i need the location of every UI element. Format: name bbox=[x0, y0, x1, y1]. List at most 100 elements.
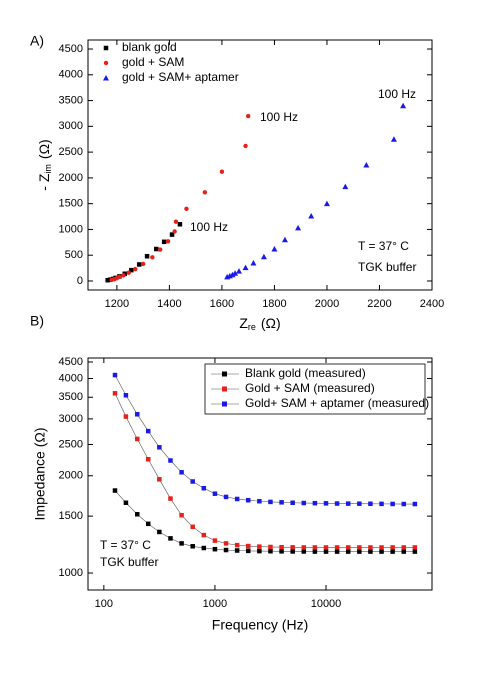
annotation: TGK buffer bbox=[100, 555, 158, 569]
marker bbox=[190, 479, 195, 484]
marker bbox=[357, 501, 362, 506]
y-axis-label: - Zim (Ω) bbox=[36, 139, 54, 190]
marker bbox=[232, 270, 239, 276]
y-tick-label: 2000 bbox=[59, 470, 83, 482]
y-tick-label: 1500 bbox=[59, 510, 83, 522]
marker bbox=[202, 190, 208, 195]
marker bbox=[201, 485, 207, 491]
x-tick-label: 2200 bbox=[367, 298, 391, 310]
marker bbox=[157, 529, 162, 535]
marker bbox=[301, 500, 307, 506]
marker bbox=[271, 246, 278, 252]
marker bbox=[379, 545, 384, 550]
y-tick-label: 4000 bbox=[59, 372, 83, 384]
legend-marker bbox=[222, 371, 227, 377]
marker bbox=[223, 494, 229, 500]
x-axis-label: Zre (Ω) bbox=[239, 315, 280, 333]
marker bbox=[279, 549, 284, 554]
plot-frame bbox=[87, 39, 433, 291]
marker bbox=[135, 436, 140, 442]
marker bbox=[245, 113, 251, 119]
marker bbox=[117, 274, 122, 280]
marker bbox=[168, 536, 173, 541]
x-label-main: Z bbox=[239, 315, 248, 331]
marker bbox=[368, 501, 373, 507]
legend-label: gold + SAM bbox=[122, 55, 184, 69]
marker bbox=[165, 239, 171, 244]
marker bbox=[234, 548, 240, 553]
marker bbox=[129, 267, 134, 273]
legend-label: Gold + SAM (measured) bbox=[245, 381, 375, 395]
marker bbox=[212, 538, 218, 543]
marker bbox=[401, 549, 407, 554]
marker bbox=[290, 500, 295, 506]
marker bbox=[121, 273, 126, 278]
marker bbox=[279, 544, 284, 550]
marker bbox=[169, 232, 175, 237]
marker bbox=[295, 224, 302, 231]
marker bbox=[412, 545, 418, 550]
legend-box bbox=[204, 363, 426, 415]
marker bbox=[357, 545, 362, 550]
marker bbox=[112, 488, 118, 493]
y-label-sub: im bbox=[43, 164, 53, 174]
fit-line bbox=[114, 490, 415, 552]
marker bbox=[312, 549, 318, 554]
legend-label: Blank gold (measured) bbox=[245, 366, 366, 380]
marker bbox=[157, 445, 162, 450]
y-tick-label: 500 bbox=[65, 249, 83, 261]
marker bbox=[229, 271, 236, 278]
marker bbox=[323, 545, 329, 550]
x-axis-label: Frequency (Hz) bbox=[212, 617, 308, 633]
y-tick-label: 2000 bbox=[59, 172, 83, 184]
marker bbox=[103, 60, 109, 66]
panel-label: B) bbox=[30, 313, 44, 329]
marker bbox=[357, 549, 362, 554]
x-tick-label: 1400 bbox=[157, 298, 181, 310]
y-tick-label: 4500 bbox=[59, 43, 83, 55]
y-tick-label: 4500 bbox=[59, 356, 83, 368]
marker bbox=[168, 496, 173, 501]
marker bbox=[154, 246, 159, 252]
marker bbox=[235, 268, 242, 274]
marker bbox=[290, 545, 295, 550]
annotation: 100 Hz bbox=[190, 220, 228, 234]
y-tick-label: 3500 bbox=[59, 391, 83, 403]
marker bbox=[323, 200, 330, 207]
marker bbox=[190, 524, 195, 530]
marker bbox=[368, 549, 373, 554]
marker bbox=[123, 414, 129, 419]
annotation: TGK buffer bbox=[358, 260, 416, 274]
x-tick-label: 100 bbox=[95, 598, 113, 610]
y-axis-label: Impedance (Ω) bbox=[32, 428, 48, 521]
marker bbox=[412, 501, 418, 507]
fit-line bbox=[114, 374, 415, 505]
marker bbox=[390, 501, 395, 507]
marker bbox=[172, 229, 177, 234]
x-tick-label: 2400 bbox=[420, 298, 444, 310]
marker bbox=[257, 544, 262, 549]
marker bbox=[126, 270, 131, 275]
marker bbox=[390, 136, 397, 142]
marker bbox=[112, 391, 118, 396]
y-tick-label: 3000 bbox=[59, 413, 83, 425]
marker bbox=[412, 549, 418, 554]
marker bbox=[161, 239, 167, 245]
marker bbox=[103, 75, 109, 81]
legend-label: blank gold bbox=[122, 40, 177, 54]
y-tick-label: 3500 bbox=[59, 94, 83, 106]
fit-line bbox=[114, 393, 415, 548]
marker bbox=[168, 458, 173, 463]
marker bbox=[201, 545, 207, 551]
x-tick-label: 10000 bbox=[311, 598, 342, 610]
marker bbox=[179, 470, 184, 475]
marker bbox=[268, 548, 273, 554]
marker bbox=[223, 541, 229, 546]
marker bbox=[223, 547, 229, 553]
y-tick-label: 3000 bbox=[59, 120, 83, 132]
marker bbox=[400, 102, 407, 109]
marker bbox=[103, 45, 109, 51]
marker bbox=[157, 477, 162, 482]
marker bbox=[390, 549, 395, 554]
